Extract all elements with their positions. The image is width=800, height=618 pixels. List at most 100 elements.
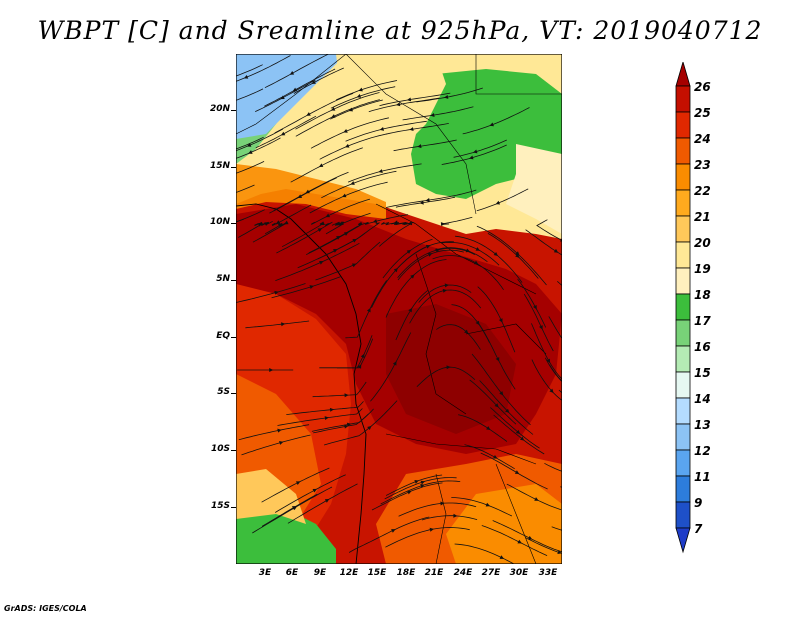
streamline [531,323,562,380]
streamline [493,414,545,455]
streamline-arrow [493,251,498,257]
streamline [409,289,482,324]
lon-label-3e: 3E [258,568,272,578]
cb-label-20: 20 [694,236,711,250]
streamline-arrow [324,416,329,421]
colorbar-swatch [675,293,691,321]
lon-label-24e: 24E [453,568,473,578]
streamline [236,209,265,223]
field-zone-yellow-nw [336,54,446,164]
colorbar-swatch [675,215,691,243]
streamline [315,241,381,281]
streamline [336,80,398,101]
streamline-arrow [344,393,349,398]
streamline-arrow [360,353,365,359]
streamline [487,233,539,279]
streamline-arrow [485,502,491,507]
streamline [544,357,562,383]
streamline-arrow [406,97,412,102]
streamline-arrow [248,150,253,154]
streamline-arrow [410,274,415,279]
lat-label-eq: EQ [216,331,230,341]
streamline [309,181,388,214]
field-zone-sw-green [236,504,336,564]
streamline-arrow [440,222,446,227]
streamline-arrow [499,391,504,396]
streamline [310,117,389,149]
streamline [385,527,470,548]
streamline-arrow [553,248,559,253]
streamline [311,408,374,432]
streamline [379,92,451,107]
streamline-arrow [343,129,348,133]
colorbar-swatch [675,111,691,139]
streamline-arrow [534,497,539,501]
streamline [323,400,398,446]
streamline [368,97,440,113]
streamline-arrow [246,143,252,147]
streamline [395,196,456,208]
streamline-arrow [274,290,279,295]
streamline-arrow [519,436,525,441]
streamline [476,225,547,286]
streamline-arrow [281,322,286,327]
streamline [455,235,523,283]
streamline-arrow [297,194,303,199]
streamline [471,353,531,426]
colorbar-swatch [675,423,691,451]
map-title: WBPT [C] and Sreamline at 925hPa, VT: 20… [37,16,763,45]
streamline [370,332,412,402]
streamline-arrow [429,527,434,532]
streamline-arrow [464,329,469,334]
streamline-arrow [546,358,551,364]
lat-tick [231,280,236,281]
streamline [264,54,329,89]
map-panel [236,54,562,564]
lat-tick [231,393,236,394]
streamline [269,177,337,214]
streamline [385,259,447,318]
streamline [236,136,264,150]
streamline-arrow [329,407,335,412]
streamline [330,99,383,120]
cb-label-22: 22 [694,184,711,198]
lat-label-10s: 10S [210,444,230,454]
streamline-arrow [533,305,537,310]
field-zone-red-core [386,304,516,434]
colorbar-swatch [675,501,691,529]
streamline-arrow [406,249,412,254]
streamline-arrow [280,131,286,136]
streamline [434,247,488,263]
streamline [264,68,336,107]
streamline [271,276,341,299]
streamline-arrow [257,222,263,227]
streamline-arrow [473,149,478,154]
colorbar-swatch [675,137,691,165]
streamline-arrow [517,539,522,544]
streamline [517,278,547,328]
streamline-arrow [539,325,543,330]
colorbar-swatch [675,345,691,373]
streamline-arrow [391,529,396,533]
streamline-arrow [295,481,301,486]
streamline-arrow [325,213,330,218]
streamline [275,242,360,281]
streamline-arrow [336,221,341,226]
streamline-arrow [549,388,554,393]
colorbar-swatch [675,189,691,217]
streamline-arrow [393,267,398,273]
streamline [469,379,517,425]
cb-label-25: 25 [694,106,711,120]
streamline-arrow [475,320,480,326]
streamline-arrow [486,426,491,430]
streamline [458,414,508,442]
streamline-arrow [336,236,341,240]
streamline-arrow [319,260,324,265]
streamline [393,139,457,152]
streamline-arrow [346,422,352,427]
lat-tick [231,167,236,168]
field-zone-yellow-ne [506,144,562,234]
streamline [480,452,548,490]
streamline [252,221,288,243]
lat-tick [231,223,236,224]
